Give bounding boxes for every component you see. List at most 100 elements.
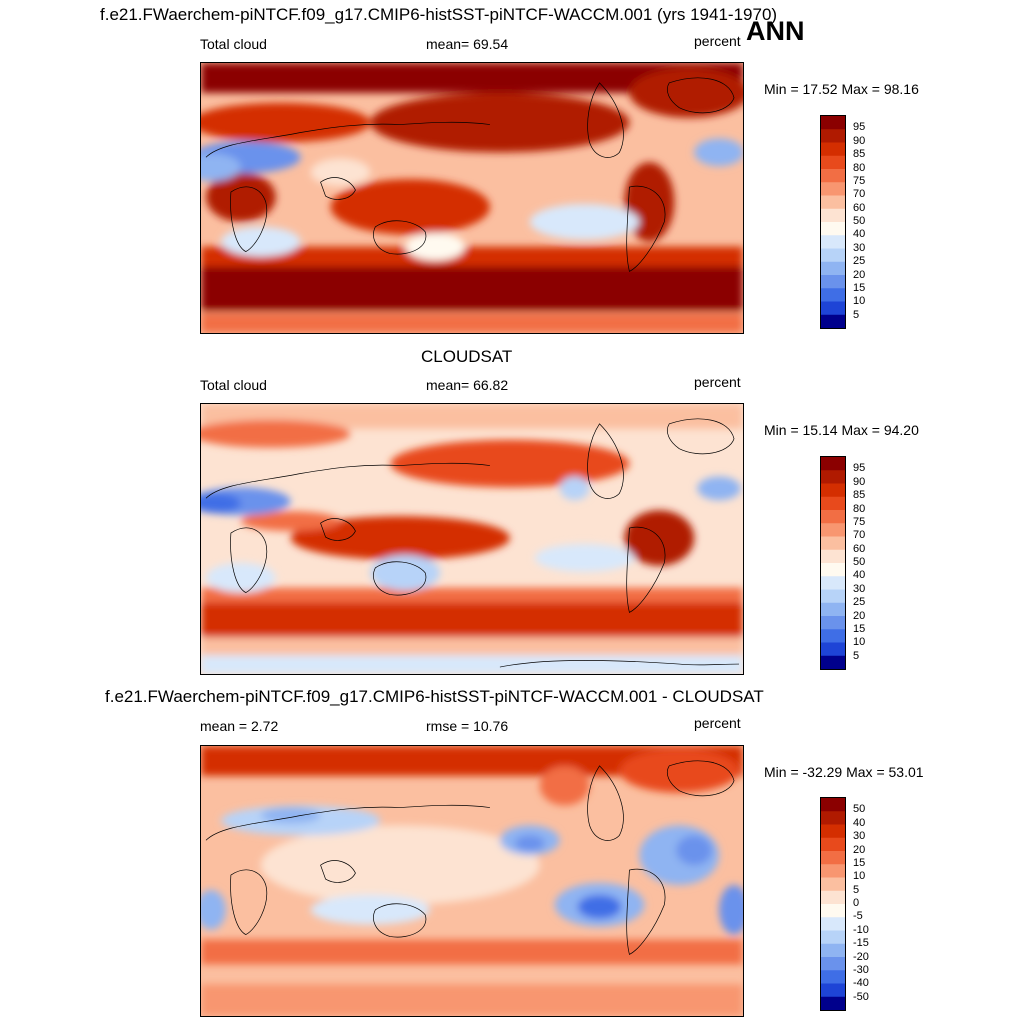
colorbar-tick-label: 15	[853, 281, 866, 294]
colorbar-tick-label: 60	[853, 201, 866, 214]
colorbar-tick-label: 20	[853, 268, 866, 281]
panel1-colorbar	[820, 115, 846, 329]
colorbar-tick-label: 30	[853, 241, 866, 254]
colorbar-swatch	[821, 483, 845, 498]
colorbar-swatch	[821, 208, 845, 223]
panel3-title: f.e21.FWaerchem-piNTCF.f09_g17.CMIP6-his…	[105, 687, 764, 706]
colorbar-tick-label: 30	[853, 830, 866, 843]
colorbar-swatch	[821, 904, 845, 918]
panel2-minmax: Min = 15.14 Max = 94.20	[764, 422, 919, 438]
panel1-units-label: percent	[694, 33, 741, 49]
colorbar-swatch	[821, 457, 845, 471]
colorbar-tick-label: -15	[853, 937, 869, 950]
colorbar-swatch	[821, 563, 845, 577]
colorbar-tick-label: 25	[853, 255, 866, 268]
panel1-left-label: Total cloud	[200, 36, 267, 52]
colorbar-swatch	[821, 496, 845, 511]
colorbar-swatch	[821, 549, 845, 564]
colorbar-swatch	[821, 576, 845, 590]
panel1-map	[200, 62, 744, 334]
colorbar-swatch	[821, 957, 845, 971]
colorbar-tick-label: 80	[853, 502, 866, 515]
panel3-colorbar	[820, 797, 846, 1011]
colorbar-swatch	[821, 837, 845, 852]
colorbar-tick-label: 40	[853, 228, 866, 241]
colorbar-tick-label: 5	[853, 308, 860, 321]
season-label: ANN	[746, 16, 805, 46]
colorbar-tick-label: 40	[853, 569, 866, 582]
colorbar-swatch	[821, 470, 845, 484]
colorbar-swatch	[821, 536, 845, 551]
colorbar-tick-label: 10	[853, 295, 866, 308]
colorbar-tick-label: 50	[853, 556, 866, 568]
colorbar-tick-label: 80	[853, 161, 866, 174]
colorbar-swatch	[821, 877, 845, 892]
colorbar-swatch	[821, 798, 845, 812]
panel2-mean-label: mean= 66.82	[426, 377, 509, 393]
colorbar-swatch	[821, 129, 845, 143]
colorbar-tick-label: 50	[853, 215, 866, 227]
colorbar-swatch	[821, 314, 845, 328]
colorbar-swatch	[821, 523, 845, 537]
colorbar-tick-label: -10	[853, 923, 869, 936]
colorbar-tick-label: 40	[853, 816, 866, 829]
colorbar-swatch	[821, 890, 845, 905]
colorbar-tick-label: 95	[853, 462, 866, 475]
colorbar-swatch	[821, 616, 845, 630]
colorbar-tick-label: 15	[853, 856, 866, 869]
panel3-minmax: Min = -32.29 Max = 53.01	[764, 764, 924, 780]
colorbar-tick-label: -30	[853, 963, 869, 976]
colorbar-tick-label: 30	[853, 582, 866, 595]
colorbar-tick-label: 95	[853, 121, 866, 134]
colorbar-tick-label: 20	[853, 609, 866, 622]
figure-title: f.e21.FWaerchem-piNTCF.f09_g17.CMIP6-his…	[100, 5, 778, 24]
panel2-map	[200, 403, 744, 675]
panel2-title: CLOUDSAT	[421, 347, 513, 366]
panel3-units-label: percent	[694, 715, 741, 731]
colorbar-tick-label: 60	[853, 542, 866, 555]
colorbar-swatch	[821, 970, 845, 984]
colorbar-tick-label: 90	[853, 475, 866, 488]
colorbar-swatch	[821, 169, 845, 183]
colorbar-tick-label: 15	[853, 622, 866, 635]
colorbar-swatch	[821, 824, 845, 839]
colorbar-swatch	[821, 930, 845, 945]
panel2-colorbar-labels: 95 90 85 80 75 70 60 50 40 30 25 20 15 10 5	[853, 456, 893, 670]
colorbar-tick-label: -5	[853, 910, 863, 923]
panel3-rmse-label: rmse = 10.76	[426, 718, 509, 734]
colorbar-swatch	[821, 811, 845, 825]
colorbar-tick-label: 25	[853, 596, 866, 609]
colorbar-tick-label: -50	[853, 990, 869, 1003]
colorbar-swatch	[821, 996, 845, 1010]
colorbar-swatch	[821, 629, 845, 643]
panel1-minmax: Min = 17.52 Max = 98.16	[764, 81, 919, 97]
colorbar-swatch	[821, 142, 845, 157]
colorbar-tick-label: 90	[853, 134, 866, 147]
colorbar-tick-label: 70	[853, 188, 866, 201]
colorbar-tick-label: 5	[853, 883, 860, 896]
colorbar-swatch	[821, 261, 845, 276]
colorbar-swatch	[821, 851, 845, 865]
colorbar-swatch	[821, 983, 845, 998]
colorbar-swatch	[821, 642, 845, 657]
colorbar-tick-label: 10	[853, 636, 866, 649]
colorbar-tick-label: 70	[853, 529, 866, 542]
colorbar-tick-label: 10	[853, 870, 866, 883]
colorbar-tick-label: 85	[853, 489, 866, 502]
colorbar-tick-label: 0	[853, 897, 860, 909]
colorbar-swatch	[821, 510, 845, 524]
colorbar-swatch	[821, 602, 845, 617]
colorbar-swatch	[821, 155, 845, 170]
colorbar-swatch	[821, 288, 845, 302]
panel1-colorbar-labels: 95 90 85 80 75 70 60 50 40 30 25 20 15 10 5	[853, 115, 893, 329]
colorbar-tick-label: 75	[853, 174, 866, 187]
panel2-left-label: Total cloud	[200, 377, 267, 393]
colorbar-tick-label: 50	[853, 803, 866, 816]
panel1-mean-label: mean= 69.54	[426, 36, 509, 52]
colorbar-tick-label: 20	[853, 843, 866, 856]
colorbar-swatch	[821, 222, 845, 236]
colorbar-tick-label: 75	[853, 515, 866, 528]
colorbar-swatch	[821, 116, 845, 130]
colorbar-tick-label: -20	[853, 950, 869, 963]
panel3-colorbar-labels: 50 40 30 20 15 10 5 0 -5 -10 -15 -20 -30 -40 -50	[853, 797, 893, 1011]
